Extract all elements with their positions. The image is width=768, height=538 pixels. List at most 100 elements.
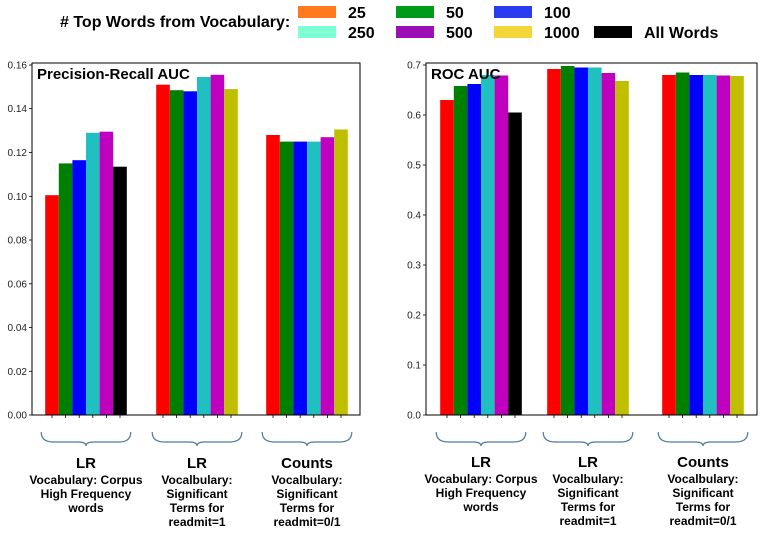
group-subtitle-line: Vocalbulary: bbox=[271, 473, 342, 487]
group-subtitle-line: Significant bbox=[672, 486, 733, 500]
group-subtitle-line: Terms for bbox=[170, 501, 225, 515]
group-subtitle-line: Significant bbox=[276, 487, 337, 501]
legend-label-1000: 1000 bbox=[544, 25, 580, 42]
y-tick-label: 0.4 bbox=[407, 211, 421, 222]
y-tick-label: 0.10 bbox=[8, 192, 28, 203]
bar-pr-auc-g3-1000 bbox=[334, 129, 348, 415]
bar-roc-auc-g1-500 bbox=[494, 75, 509, 415]
bar-pr-auc-g3-100 bbox=[293, 141, 307, 415]
legend-label-25: 25 bbox=[348, 5, 366, 22]
legend-swatch-25 bbox=[298, 6, 336, 18]
bar-roc-auc-g1-25 bbox=[440, 100, 454, 415]
bar-roc-auc-g3-25 bbox=[662, 75, 676, 415]
group-title: LR bbox=[76, 455, 96, 472]
group-subtitle-line: Vocalbulary: bbox=[667, 472, 738, 486]
y-tick-label: 0.5 bbox=[407, 161, 421, 172]
group-subtitle-line: Vocabulary: Corpus bbox=[29, 473, 142, 487]
group-brace bbox=[657, 431, 749, 447]
group-subtitle-line: Significant bbox=[557, 486, 618, 500]
group-subtitle-line: Significant bbox=[166, 487, 227, 501]
bar-pr-auc-g2-50 bbox=[169, 90, 184, 415]
group-subtitle-line: Terms for bbox=[561, 500, 616, 514]
bar-roc-auc-g2-50 bbox=[560, 66, 575, 415]
group-title: LR bbox=[187, 455, 207, 472]
bar-pr-auc-g2-25 bbox=[156, 84, 170, 415]
bar-roc-auc-g1-250 bbox=[481, 75, 495, 415]
bar-pr-auc-g3-250 bbox=[307, 141, 321, 415]
group-subtitle-line: words bbox=[67, 501, 104, 515]
bar-pr-auc-g1-250 bbox=[86, 132, 100, 416]
bar-roc-auc-g2-1000 bbox=[615, 81, 629, 415]
bar-pr-auc-g2-250 bbox=[197, 77, 211, 415]
y-tick-label: 0.3 bbox=[407, 261, 421, 272]
y-tick-label: 0.12 bbox=[8, 148, 28, 159]
bar-pr-auc-g1-25 bbox=[45, 195, 59, 415]
bar-roc-auc-g3-50 bbox=[675, 72, 690, 415]
bar-roc-auc-g2-500 bbox=[601, 73, 616, 415]
bar-roc-auc-g2-250 bbox=[588, 67, 602, 415]
group-title: LR bbox=[578, 454, 598, 471]
group-subtitle-line: Vocabulary: Corpus bbox=[424, 472, 537, 486]
group-brace bbox=[40, 431, 132, 447]
bar-pr-auc-g3-500 bbox=[320, 137, 335, 415]
group-title: Counts bbox=[677, 454, 729, 471]
group-subtitle-line: Vocalbulary: bbox=[161, 473, 232, 487]
bar-pr-auc-g3-25 bbox=[266, 135, 280, 415]
bar-roc-auc-g3-100 bbox=[689, 75, 703, 415]
bar-roc-auc-g1-100 bbox=[467, 84, 481, 415]
bar-roc-auc-g3-250 bbox=[703, 75, 717, 415]
axes-frame bbox=[425, 62, 758, 416]
bar-roc-auc-g2-100 bbox=[574, 67, 588, 415]
group-subtitle-line: Vocalbulary: bbox=[552, 472, 623, 486]
y-tick-label: 0.2 bbox=[407, 311, 421, 322]
group-title: LR bbox=[471, 454, 491, 471]
y-tick-label: 0.0 bbox=[407, 411, 421, 422]
group-subtitle-line: Terms for bbox=[280, 501, 335, 515]
legend-label-50: 50 bbox=[446, 5, 464, 22]
y-tick-label: 0.7 bbox=[407, 61, 421, 72]
bar-roc-auc-g3-500 bbox=[716, 75, 731, 415]
legend-swatch-250 bbox=[298, 26, 336, 38]
legend-swatch-1000 bbox=[494, 26, 532, 38]
bar-pr-auc-g1-all-words bbox=[113, 166, 127, 415]
group-subtitle-line: readmit=1 bbox=[559, 514, 616, 528]
legend: # Top Words from Vocabulary: 25 50 100 250 50… bbox=[60, 5, 718, 42]
y-tick-label: 0.02 bbox=[8, 367, 28, 378]
legend-label-250: 250 bbox=[348, 25, 375, 42]
axes-frame bbox=[31, 62, 361, 416]
bar-pr-auc-g2-500 bbox=[210, 74, 225, 416]
y-tick-label: 0.00 bbox=[8, 411, 28, 422]
y-tick-label: 0.6 bbox=[407, 111, 421, 122]
group-title: Counts bbox=[281, 455, 333, 472]
legend-label-100: 100 bbox=[544, 5, 571, 22]
group-subtitle-line: High Frequency bbox=[436, 486, 527, 500]
legend-swatch-100 bbox=[494, 6, 532, 18]
group-subtitle-line: Terms for bbox=[676, 500, 731, 514]
bar-pr-auc-g1-100 bbox=[72, 160, 86, 415]
legend-label-all-words: All Words bbox=[644, 25, 718, 42]
bar-roc-auc-g3-1000 bbox=[730, 76, 744, 415]
y-tick-label: 0.14 bbox=[8, 104, 28, 115]
legend-swatch-50 bbox=[396, 6, 434, 18]
bar-pr-auc-g3-50 bbox=[279, 141, 294, 415]
group-subtitle-line: words bbox=[462, 500, 499, 514]
group-subtitle-line: readmit=0/1 bbox=[273, 515, 340, 529]
group-subtitle-line: High Frequency bbox=[41, 487, 132, 501]
y-tick-label: 0.04 bbox=[8, 323, 28, 334]
bar-roc-auc-g1-all-words bbox=[508, 112, 522, 415]
group-subtitle-line: readmit=0/1 bbox=[669, 514, 736, 528]
bar-pr-auc-g2-1000 bbox=[224, 89, 238, 415]
group-brace bbox=[151, 431, 243, 447]
bar-pr-auc-g1-50 bbox=[58, 163, 73, 415]
legend-label-500: 500 bbox=[446, 25, 473, 42]
panel-title: ROC AUC bbox=[431, 66, 501, 83]
group-subtitle-line: readmit=1 bbox=[168, 515, 225, 529]
legend-title: # Top Words from Vocabulary: bbox=[60, 14, 290, 31]
bar-roc-auc-g1-50 bbox=[453, 86, 468, 415]
bar-pr-auc-g1-500 bbox=[99, 131, 114, 415]
group-brace bbox=[542, 431, 634, 447]
